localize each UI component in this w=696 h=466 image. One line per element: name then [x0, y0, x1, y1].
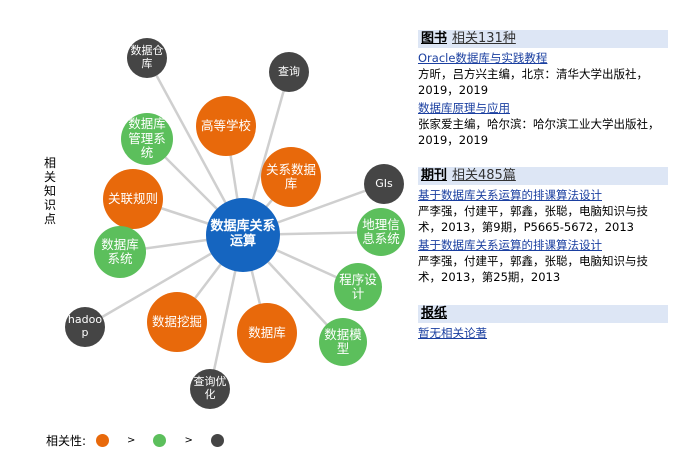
graph-node[interactable]	[103, 169, 163, 229]
legend-label: 相关性:	[46, 434, 87, 448]
graph-node[interactable]	[319, 318, 367, 366]
journals-header[interactable]: 期刊 相关485篇	[418, 167, 668, 185]
knowledge-graph	[65, 38, 405, 409]
node-label[interactable]: 关系数据库	[265, 161, 316, 191]
graph-node[interactable]	[261, 147, 321, 207]
legend: 相关性: > >	[46, 432, 234, 449]
graph-node[interactable]	[334, 263, 382, 311]
graph-node[interactable]	[196, 96, 256, 156]
graph-node[interactable]	[65, 307, 105, 347]
graph-labels: 数据仓库查询高等学校 数据库管理系统关系数据库 GIs 关联规则地理信息系统数据库系统…	[0, 0, 410, 420]
legend-gt: >	[184, 435, 193, 446]
book-link[interactable]: 数据库原理与应用	[418, 101, 510, 115]
newspapers-title: 报纸	[421, 306, 448, 321]
newspapers-header: 报纸	[418, 305, 668, 323]
journal-link[interactable]: 基于数据库关系运算的排课算法设计	[418, 238, 602, 252]
books-count[interactable]: 相关131种	[452, 31, 516, 46]
node-label[interactable]: 数据库	[248, 324, 286, 340]
node-label[interactable]: 程序设计	[339, 271, 377, 301]
graph-node[interactable]	[237, 303, 297, 363]
graph-node[interactable]	[364, 164, 404, 204]
newspapers-empty-link[interactable]: 暂无相关论著	[418, 326, 487, 340]
node-label[interactable]: 地理信息系统	[362, 216, 400, 246]
journals-title: 期刊	[421, 168, 448, 183]
journal-meta: 严李强，付建平，郭鑫，张聪，电脑知识与技术，2013，第9期，P5665-567…	[418, 204, 648, 234]
books-title: 图书	[421, 31, 448, 46]
graph-node[interactable]	[190, 369, 230, 409]
graph-node[interactable]	[269, 52, 309, 92]
graph-node[interactable]	[147, 292, 207, 352]
node-label[interactable]: 数据模型	[324, 326, 362, 356]
book-link[interactable]: Oracle数据库与实践教程	[418, 51, 548, 65]
graph-node[interactable]	[121, 113, 173, 165]
center-node[interactable]	[206, 198, 280, 272]
book-meta: 张家爱主编，哈尔滨：哈尔滨工业大学出版社，2019，2019	[418, 117, 660, 147]
book-meta: 方昕，吕方兴主编，北京：清华大学出版社，2019，2019	[418, 67, 648, 97]
newspapers-section: 报纸 暂无相关论著	[418, 305, 668, 341]
node-label[interactable]: 关联规则	[107, 190, 158, 206]
node-label[interactable]: 数据库关系运算	[210, 219, 276, 249]
journals-section: 期刊 相关485篇 基于数据库关系运算的排课算法设计 严李强，付建平，郭鑫，张聪，…	[418, 167, 668, 287]
node-label[interactable]: 查询优化	[193, 375, 227, 401]
node-label[interactable]: hadoop	[67, 313, 103, 339]
node-label[interactable]: 数据仓库	[130, 44, 164, 70]
node-label[interactable]: 查询	[278, 64, 300, 78]
graph-node[interactable]	[94, 226, 146, 278]
journal-meta: 严李强，付建平，郭鑫，张聪，电脑知识与技术，2013，第25期，2013	[418, 254, 648, 284]
node-label[interactable]: 数据挖掘	[151, 313, 202, 329]
journal-link[interactable]: 基于数据库关系运算的排课算法设计	[418, 188, 602, 202]
journals-count[interactable]: 相关485篇	[452, 168, 516, 183]
legend-gt: >	[127, 435, 136, 446]
legend-dot-low	[210, 434, 224, 447]
legend-dot-high	[96, 434, 110, 447]
graph-node[interactable]	[357, 208, 405, 256]
books-section: 图书 相关131种 Oracle数据库与实践教程 方昕，吕方兴主编，北京：清华大学…	[418, 30, 668, 150]
graph-node[interactable]	[127, 38, 167, 78]
side-label: 相关知识点	[44, 156, 57, 226]
node-label[interactable]: 高等学校	[200, 117, 251, 133]
legend-dot-mid	[153, 434, 167, 447]
node-label[interactable]: 数据库系统	[101, 236, 139, 266]
books-header[interactable]: 图书 相关131种	[418, 30, 668, 48]
node-label[interactable]: 数据库管理系统	[128, 116, 166, 161]
node-label[interactable]: GIs	[375, 176, 393, 190]
